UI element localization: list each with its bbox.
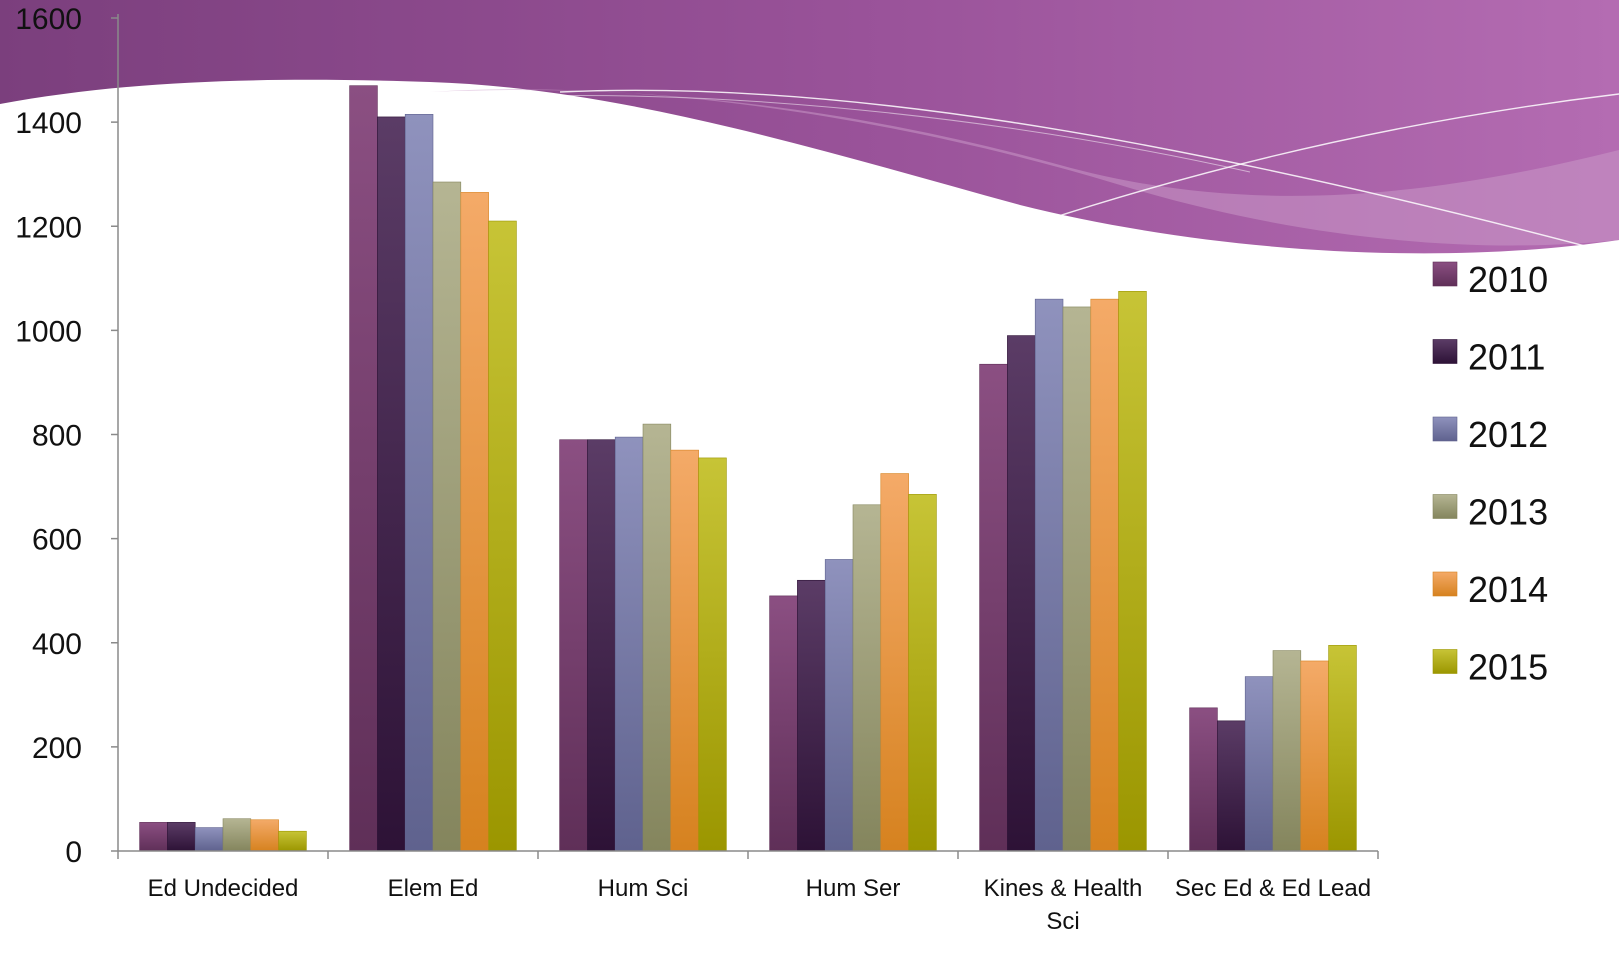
bar-2012-2 xyxy=(404,114,434,852)
bar-2011-5 xyxy=(1007,335,1036,852)
bar-2014-3 xyxy=(670,449,699,852)
legend-label: 2015 xyxy=(1468,647,1548,688)
bar-2011-1 xyxy=(167,822,196,852)
y-tick-label: 1600 xyxy=(15,3,82,36)
bar-2011-3 xyxy=(587,439,616,852)
y-tick-label: 0 xyxy=(65,836,82,869)
x-category-label: Hum Ser xyxy=(806,875,901,902)
legend: 2010 2011 2012 2013 2014 2015 xyxy=(1432,259,1548,688)
bar-2010-6 xyxy=(1189,707,1218,852)
x-category-label: Ed Undecided xyxy=(148,875,299,902)
bar-2012-3 xyxy=(614,436,644,852)
bar-2010-2 xyxy=(349,85,378,852)
bar-2012-5 xyxy=(1034,298,1064,852)
bar-2015-2 xyxy=(488,220,517,852)
y-tick-label: 800 xyxy=(32,420,82,453)
x-category-label: Sec Ed & Ed Lead xyxy=(1175,875,1371,902)
bar-2015-4 xyxy=(908,494,937,852)
y-tick-label: 200 xyxy=(32,732,82,765)
bar-2014-6 xyxy=(1300,660,1329,852)
bar-2010-3 xyxy=(559,439,588,852)
legend-swatch-2015 xyxy=(1432,649,1458,674)
bar-2015-3 xyxy=(698,457,727,852)
bar-2014-4 xyxy=(880,473,909,852)
bar-2014-2 xyxy=(460,192,489,852)
legend-swatch-2011 xyxy=(1432,339,1458,364)
axes-layer: 0 200 400 600 800 1000 1200 1400 1600 Ed Undecide… xyxy=(15,3,1379,935)
bar-2015-1 xyxy=(278,830,307,852)
x-category-label: Sci xyxy=(1046,908,1079,935)
bars-layer xyxy=(139,85,1357,852)
bar-2012-4 xyxy=(824,559,854,852)
y-tick-label: 1400 xyxy=(15,107,82,140)
bar-2011-6 xyxy=(1217,720,1246,852)
bar-2013-2 xyxy=(432,181,462,852)
legend-swatch-2013 xyxy=(1432,494,1458,519)
legend-label: 2012 xyxy=(1468,414,1548,455)
bar-2013-1 xyxy=(222,818,252,852)
bar-2013-3 xyxy=(642,423,672,852)
x-category-label: Elem Ed xyxy=(388,875,479,902)
x-category-label: Kines & Health xyxy=(984,875,1143,902)
legend-swatch-2010 xyxy=(1432,261,1458,287)
legend-label: 2011 xyxy=(1468,337,1545,378)
bar-2010-5 xyxy=(979,363,1008,852)
bar-2010-4 xyxy=(769,595,798,852)
y-tick-label: 1000 xyxy=(15,315,82,348)
bar-2015-5 xyxy=(1118,291,1147,852)
legend-swatch-2014 xyxy=(1432,571,1458,597)
y-tick-label: 600 xyxy=(32,524,82,557)
bar-2011-4 xyxy=(797,579,826,852)
bar-2013-5 xyxy=(1062,306,1092,852)
bar-2012-1 xyxy=(194,827,224,852)
bar-2014-1 xyxy=(250,819,279,852)
legend-label: 2014 xyxy=(1468,569,1548,610)
bar-2013-4 xyxy=(852,504,882,852)
bar-2011-2 xyxy=(377,116,406,852)
y-tick-label: 400 xyxy=(32,628,82,661)
bar-2015-6 xyxy=(1328,645,1357,852)
legend-swatch-2012 xyxy=(1432,416,1458,442)
y-tick-label: 1200 xyxy=(15,211,82,244)
legend-label: 2010 xyxy=(1468,259,1548,300)
bar-2012-6 xyxy=(1244,676,1274,852)
legend-label: 2013 xyxy=(1468,492,1548,533)
x-category-label: Hum Sci xyxy=(598,875,689,902)
bar-2010-1 xyxy=(139,822,168,852)
bar-2013-6 xyxy=(1272,650,1302,852)
header-wave-decoration xyxy=(0,0,1619,256)
bar-2014-5 xyxy=(1090,298,1119,852)
